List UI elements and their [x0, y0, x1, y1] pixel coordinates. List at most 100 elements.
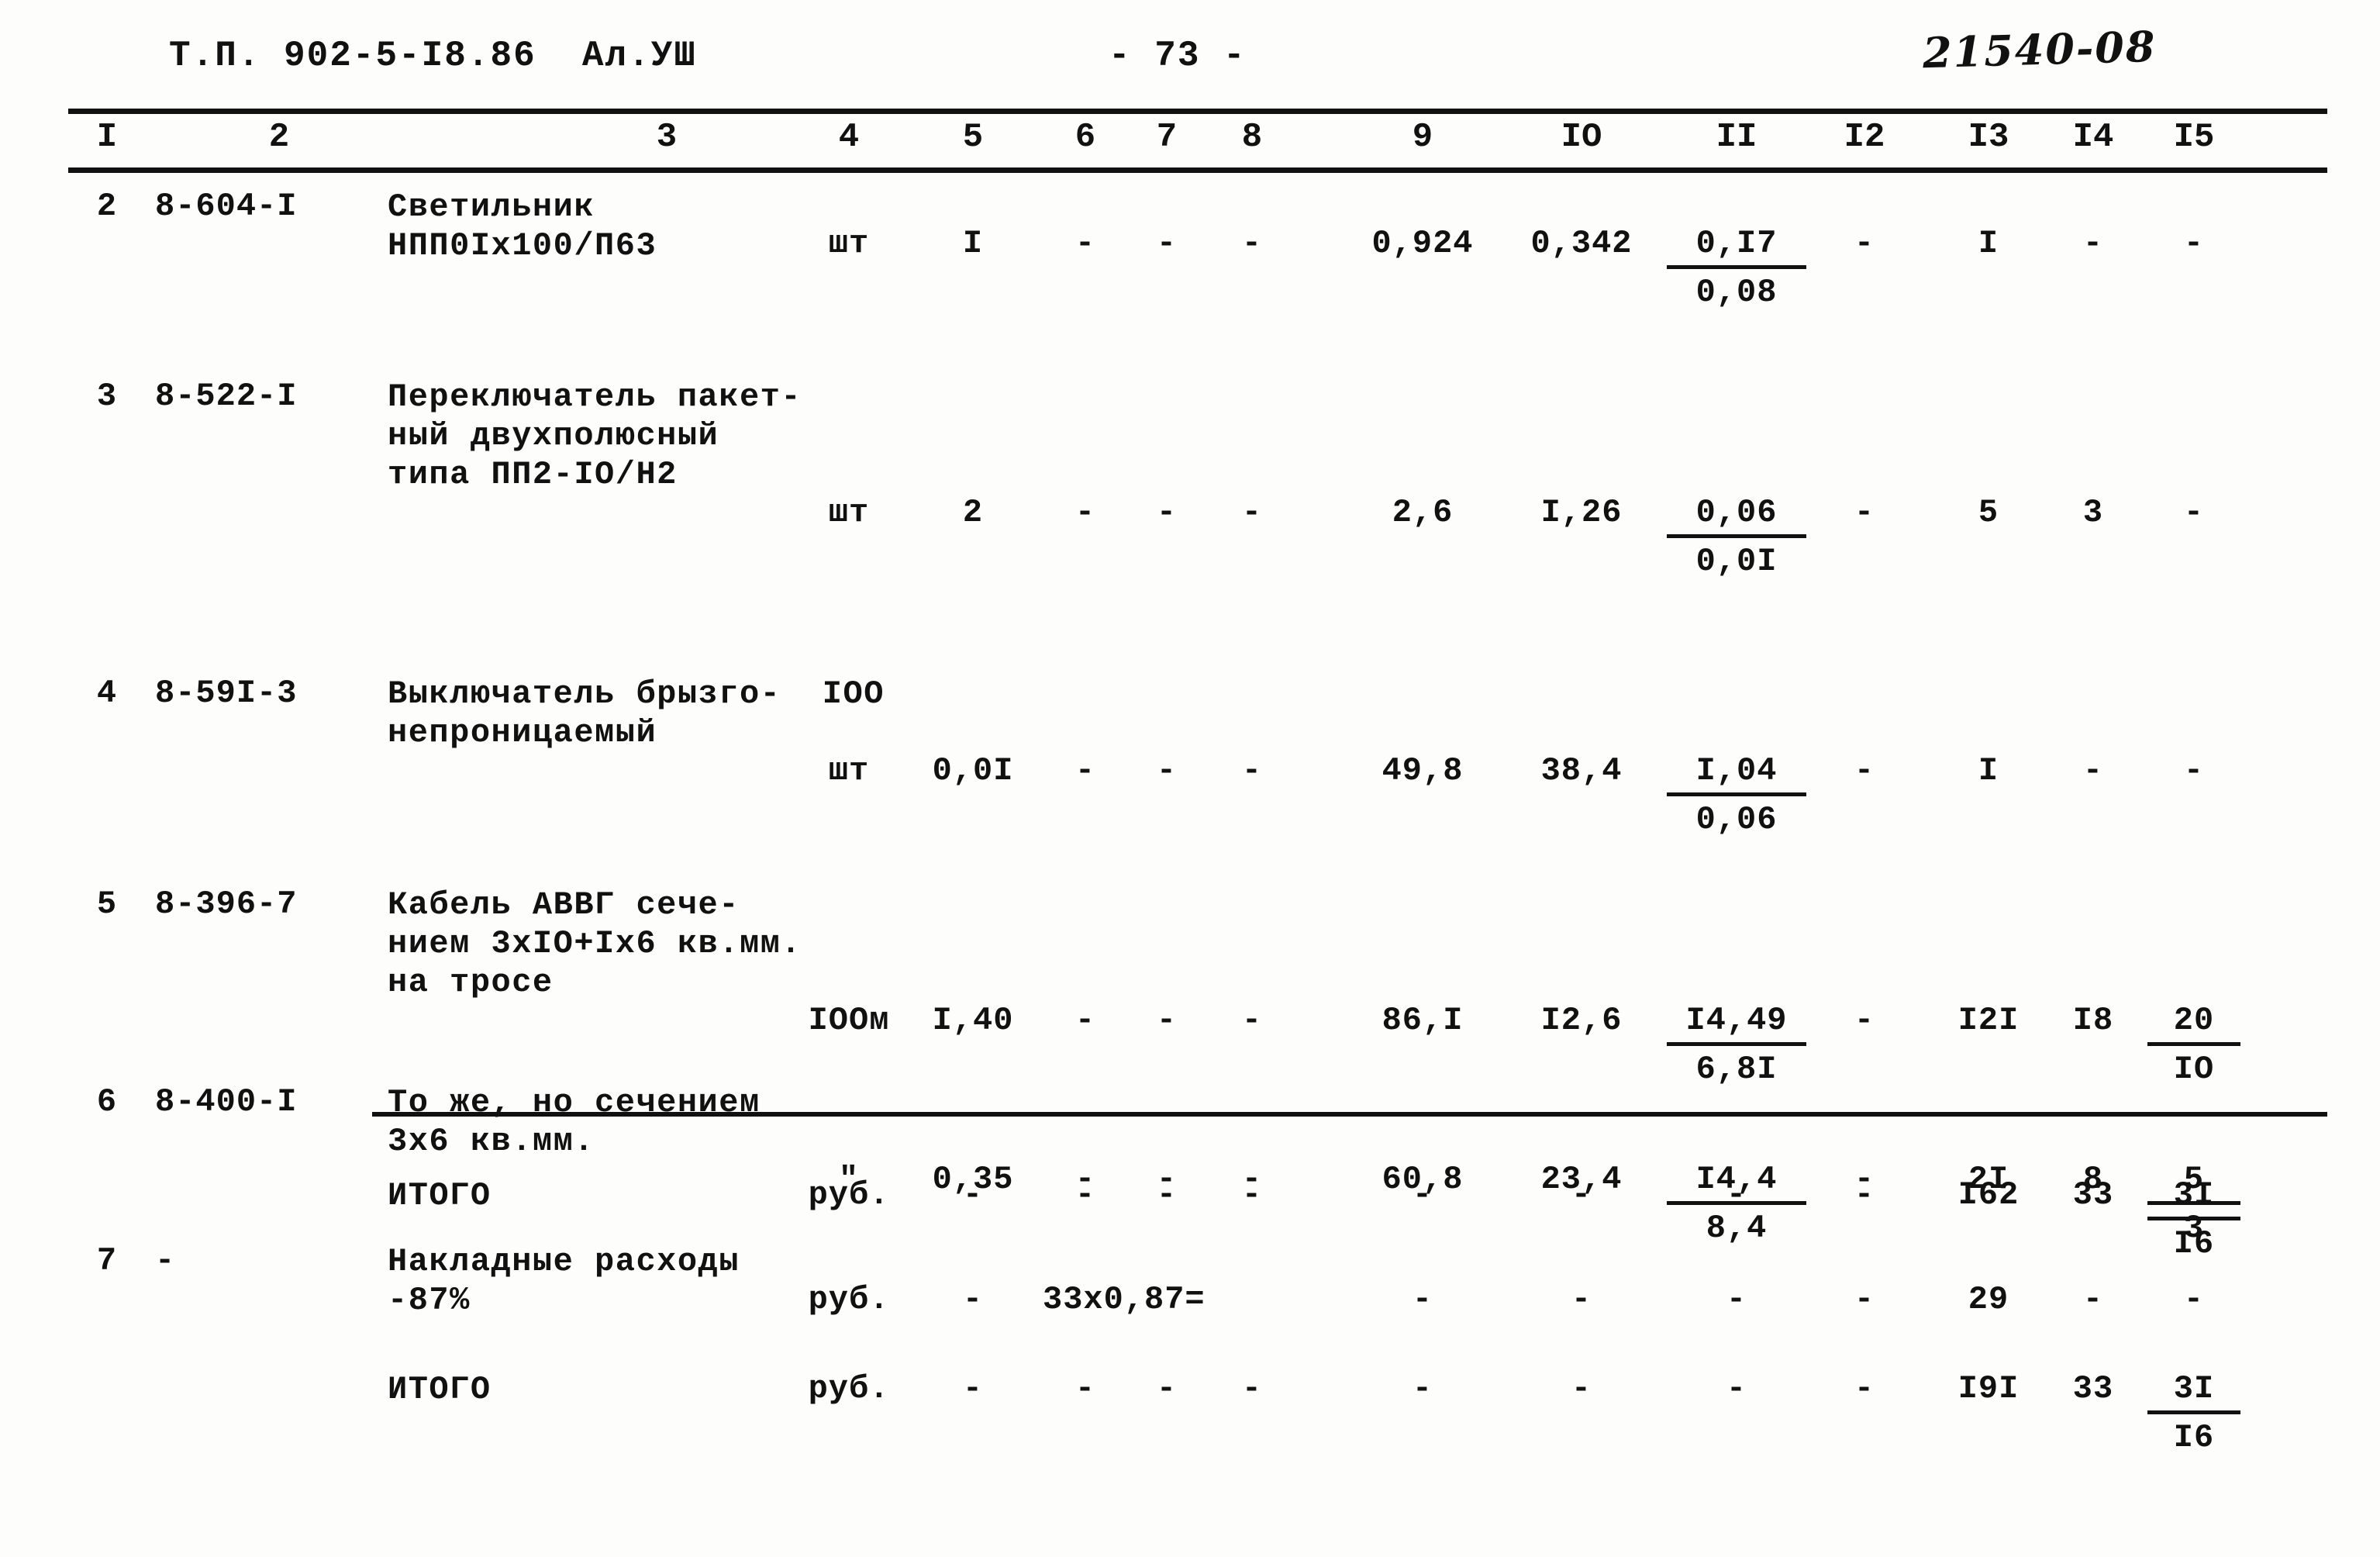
- cell-col8: -: [1241, 1370, 1263, 1407]
- cell-col9: -: [1412, 1370, 1433, 1407]
- cell-unit: руб.: [808, 1176, 890, 1213]
- cell-col9: 2,6: [1392, 494, 1454, 531]
- cell-unit: шт: [828, 225, 870, 262]
- cell-quantity: -: [962, 1281, 984, 1318]
- fraction-denominator: 3: [2183, 1210, 2205, 1247]
- column-number-9: 9: [1412, 118, 1433, 157]
- fraction-numerator: 20: [2147, 1000, 2240, 1046]
- cell-col6: -: [1074, 1002, 1096, 1039]
- cell-norm-code: 8-400-I: [155, 1083, 298, 1120]
- cell-col8: -: [1241, 225, 1263, 262]
- cell-unit: шт: [828, 494, 870, 531]
- cell-col9: 49,8: [1381, 752, 1464, 789]
- cell-description-line: на тросе: [388, 964, 554, 1001]
- column-number-I4: I4: [2072, 118, 2114, 157]
- handwritten-annotation: 21540-08: [1922, 21, 2158, 78]
- fraction-numerator: 0,06: [1667, 492, 1806, 538]
- cell-col12: -: [1854, 1176, 1875, 1213]
- table-header-rule: [68, 167, 2327, 173]
- fraction-denominator: 0,0I: [1695, 543, 1778, 580]
- cell-col6: 33х0,87=: [1043, 1281, 1206, 1318]
- fraction-numerator: 5: [2147, 1159, 2240, 1205]
- table-top-rule: [68, 109, 2327, 114]
- cell-c11-fraction: I4,4 8,4: [1667, 1159, 1806, 1248]
- cell-description-line: нием 3хIО+Iх6 кв.мм.: [388, 925, 802, 962]
- fraction-numerator: I4,4: [1667, 1159, 1806, 1205]
- cell-col14: 8: [2082, 1161, 2104, 1198]
- cell-col7: -: [1156, 1370, 1178, 1407]
- cell-col7: -: [1156, 752, 1178, 789]
- document-code: Т.П. 902-5-I8.86 Ал.УШ: [169, 36, 697, 76]
- cell-quantity: -: [962, 1176, 984, 1213]
- cell-col13: 5: [1978, 494, 1999, 531]
- cell-col10: 23,4: [1540, 1161, 1623, 1198]
- column-number-3: 3: [656, 118, 678, 157]
- cell-c15-fraction: 3I I6: [2147, 1369, 2240, 1458]
- cell-col6: -: [1074, 1176, 1096, 1213]
- document-header: Т.П. 902-5-I8.86 Ал.УШ - 73 - 21540-08: [0, 22, 2380, 90]
- cell-col12: -: [1854, 494, 1875, 531]
- cell-col9: 0,924: [1371, 225, 1474, 262]
- cell-col12: -: [1854, 1370, 1875, 1407]
- fraction-numerator: I4,49: [1667, 1000, 1806, 1046]
- cell-row-number: 4: [96, 675, 118, 712]
- cell-row-number: 7: [96, 1242, 118, 1279]
- cell-norm-code: 8-396-7: [155, 886, 298, 923]
- cell-col13: I: [1978, 752, 1999, 789]
- cell-row-number: 5: [96, 886, 118, 923]
- cell-col12: -: [1854, 1161, 1875, 1198]
- cell-description-line: 3х6 кв.мм.: [388, 1123, 595, 1160]
- cell-col14: 33: [2072, 1370, 2114, 1407]
- cell-description-line: ИТОГО: [388, 1371, 492, 1408]
- cell-col14: 33: [2072, 1176, 2114, 1213]
- cell-description-line: Переключатель пакет-: [388, 378, 802, 416]
- fraction-denominator: 0,08: [1695, 274, 1778, 311]
- fraction-numerator: I,04: [1667, 751, 1806, 796]
- cell-row-number: 3: [96, 378, 118, 415]
- fraction-denominator: 8,4: [1706, 1210, 1768, 1247]
- cell-col10: -: [1571, 1281, 1592, 1318]
- column-number-I5: I5: [2173, 118, 2215, 157]
- cell-quantity: 0,35: [932, 1161, 1014, 1198]
- cell-c11-fraction: 0,06 0,0I: [1667, 492, 1806, 582]
- cell-row-number: 6: [96, 1083, 118, 1120]
- cell-norm-code: -: [155, 1242, 176, 1279]
- cell-description-line: ный двухполюсный: [388, 417, 719, 454]
- cell-col10: 0,342: [1530, 225, 1633, 262]
- cell-c15-fraction: 3I I6: [2147, 1175, 2240, 1264]
- cell-norm-code: 8-604-I: [155, 188, 298, 225]
- column-number-row: I 2 3 4 5 6 7 8 9 IO II I2 I3 I4 I5: [0, 118, 2380, 164]
- cell-col9: 60,8: [1381, 1161, 1464, 1198]
- column-number-IO: IO: [1561, 118, 1602, 157]
- fraction-numerator: 0,I7: [1667, 223, 1806, 269]
- cell-col9: 86,I: [1381, 1002, 1464, 1039]
- page-number: - 73 -: [1109, 36, 1247, 76]
- column-number-4: 4: [838, 118, 860, 157]
- cell-col14: -: [2082, 225, 2104, 262]
- cell-c11-fraction: 0,I7 0,08: [1667, 223, 1806, 312]
- cell-description-line: Накладные расходы: [388, 1243, 740, 1280]
- fraction-denominator: 0,06: [1695, 801, 1778, 838]
- cell-col9: -: [1412, 1281, 1433, 1318]
- cell-col6: -: [1074, 1370, 1096, 1407]
- cell-description-line: Светильник: [388, 188, 595, 226]
- cell-col6: -: [1074, 1161, 1096, 1198]
- cell-row-number: 2: [96, 188, 118, 225]
- column-number-I3: I3: [1968, 118, 2009, 157]
- cell-col13: I: [1978, 225, 1999, 262]
- fraction-denominator: IO: [2173, 1051, 2215, 1088]
- cell-col14: 3: [2082, 494, 2104, 531]
- cell-col10: -: [1571, 1370, 1592, 1407]
- cell-quantity: 0,0I: [932, 752, 1014, 789]
- cell-col15: -: [2183, 752, 2205, 789]
- cell-description-line: НПП0Iх100/П63: [388, 227, 657, 264]
- cell-description-line: непроницаемый: [388, 714, 657, 751]
- cell-norm-code: 8-59I-3: [155, 675, 298, 712]
- cell-c11-fraction: I,04 0,06: [1667, 751, 1806, 840]
- cell-col8: -: [1241, 752, 1263, 789]
- column-number-5: 5: [962, 118, 984, 157]
- cell-col8: -: [1241, 494, 1263, 531]
- cell-col9: -: [1412, 1176, 1433, 1213]
